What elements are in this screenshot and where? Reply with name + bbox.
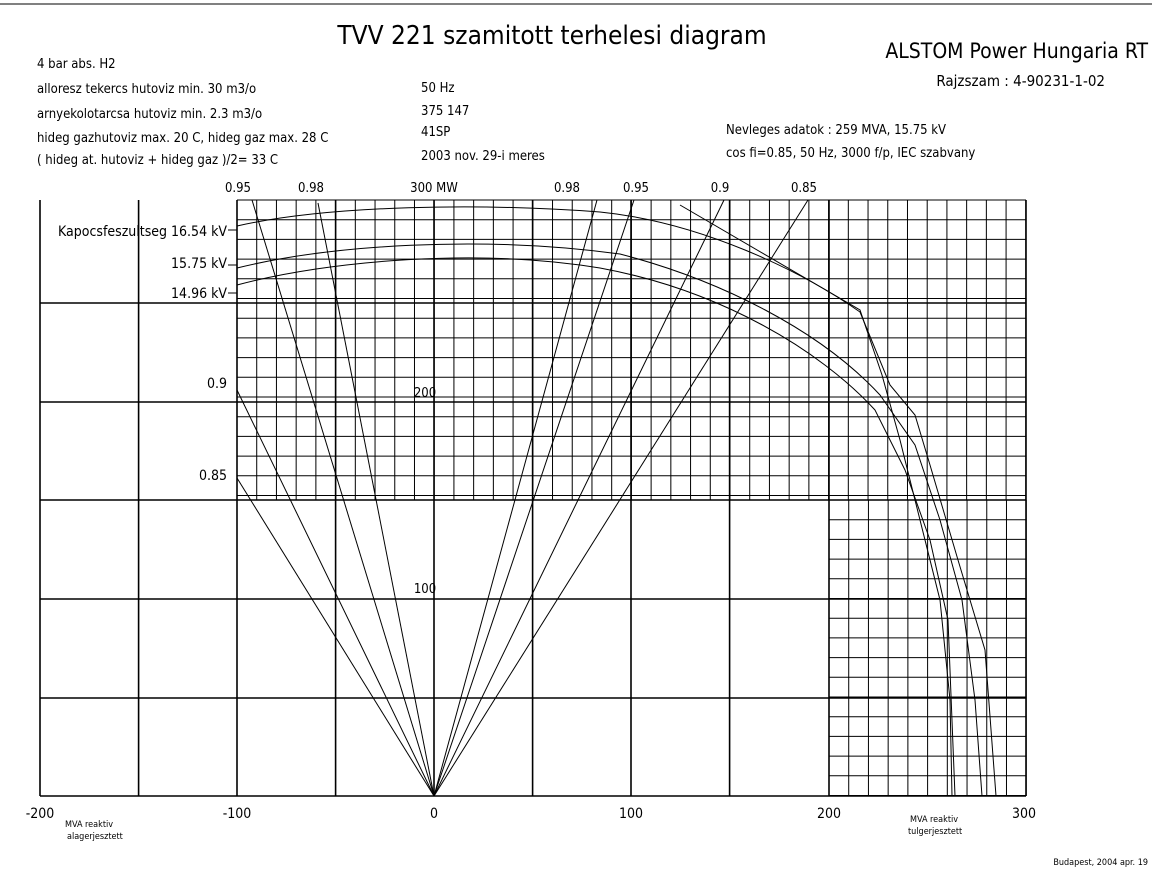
note: 2003 nov. 29-i meres bbox=[421, 149, 545, 164]
note: 4 bar abs. H2 bbox=[37, 57, 116, 72]
note: arnyekolotarcsa hutoviz min. 2.3 m3/o bbox=[37, 107, 262, 122]
axis-note: tulgerjesztett bbox=[908, 827, 962, 837]
x-label: 200 bbox=[817, 806, 841, 822]
x-label: 300 bbox=[1012, 806, 1036, 822]
drawing-number: Rajzszam : 4-90231-1-02 bbox=[936, 72, 1105, 90]
pf-line bbox=[236, 477, 435, 797]
rated-data: Nevleges adatok : 259 MVA, 15.75 kV bbox=[726, 123, 946, 138]
axis-note: MVA reaktiv bbox=[910, 815, 958, 825]
top-label: 0.9 bbox=[711, 181, 730, 196]
note: 50 Hz bbox=[421, 81, 455, 96]
limit-line bbox=[679, 204, 953, 797]
curve-16-54 bbox=[236, 206, 997, 797]
y-label: 200 bbox=[414, 386, 436, 401]
x-label: 0 bbox=[430, 806, 438, 822]
pf-line bbox=[236, 389, 435, 797]
note: 41SP bbox=[421, 125, 450, 140]
curve-14-96 bbox=[236, 257, 956, 797]
note: ( hideg at. hutoviz + hideg gaz )/2= 33 … bbox=[37, 153, 278, 168]
rated-data: cos fi=0.85, 50 Hz, 3000 f/p, IEC szabva… bbox=[726, 146, 975, 161]
pf-line bbox=[251, 199, 435, 797]
axis-note: MVA reaktiv bbox=[65, 820, 113, 830]
top-label: 300 MW bbox=[410, 181, 458, 196]
top-label: 0.85 bbox=[791, 181, 817, 196]
side-label: 14.96 kV bbox=[171, 286, 227, 302]
top-label: 0.98 bbox=[554, 181, 580, 196]
top-label: 0.95 bbox=[225, 181, 251, 196]
x-label: 100 bbox=[619, 806, 643, 822]
top-label: 0.98 bbox=[298, 181, 324, 196]
side-label: 0.85 bbox=[199, 468, 227, 484]
note: hideg gazhutoviz max. 20 C, hideg gaz ma… bbox=[37, 131, 328, 146]
side-label: 0.9 bbox=[207, 376, 227, 392]
x-label: -100 bbox=[223, 806, 252, 822]
footer: Budapest, 2004 apr. 19 bbox=[1053, 858, 1148, 868]
side-label: Kapocsfeszultseg 16.54 kV bbox=[58, 224, 227, 240]
pf-line bbox=[433, 199, 725, 797]
x-label: -200 bbox=[26, 806, 55, 822]
note: 375 147 bbox=[421, 104, 469, 119]
pf-line bbox=[433, 199, 598, 797]
top-label: 0.95 bbox=[623, 181, 649, 196]
side-label: 15.75 kV bbox=[171, 256, 227, 272]
y-label: 100 bbox=[414, 582, 436, 597]
note: alloresz tekercs hutoviz min. 30 m3/o bbox=[37, 82, 256, 97]
title: TVV 221 szamitott terhelesi diagram bbox=[336, 21, 766, 51]
pf-line bbox=[317, 202, 435, 797]
axis-note: alagerjesztett bbox=[67, 832, 123, 842]
pf-line bbox=[433, 199, 809, 797]
curve-15-75 bbox=[236, 243, 983, 797]
pf-line bbox=[433, 199, 635, 797]
company: ALSTOM Power Hungaria RT bbox=[885, 39, 1148, 63]
